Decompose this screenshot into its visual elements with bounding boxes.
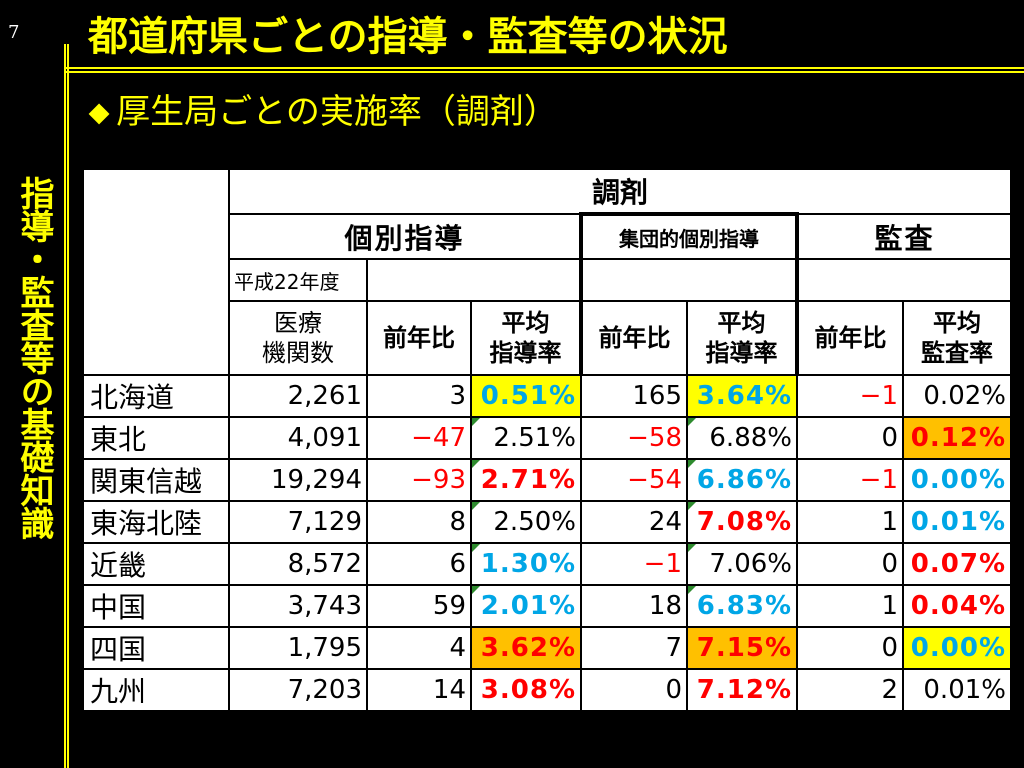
facilities-cell: 2,261: [228, 374, 368, 418]
corner-cell: [82, 168, 230, 376]
shudan-rate-cell: 3.64%: [686, 374, 798, 418]
kansa-yoy-cell: 2: [796, 668, 904, 712]
shudan-rate-cell: 7.15%: [686, 626, 798, 670]
subtitle: ◆ 厚生局ごとの実施率（調剤）: [86, 84, 558, 133]
shudan-rate-cell: 7.12%: [686, 668, 798, 712]
vertical-rule: [64, 44, 69, 768]
kobetsu-rate-cell: 2.71%: [470, 458, 582, 502]
shudan-yoy-cell: 18: [580, 584, 688, 628]
kansa-yoy-cell: 0: [796, 416, 904, 460]
table-row: 東北 4,091 −47 2.51% −58 6.88% 0 0.12%: [82, 416, 1012, 460]
kansa-yoy-cell: 1: [796, 500, 904, 544]
kobetsu-rate-cell: 1.30%: [470, 542, 582, 586]
horizontal-rule: [64, 67, 1024, 73]
kansa-rate-cell: 0.12%: [902, 416, 1012, 460]
region-cell: 東北: [82, 416, 230, 460]
table-row: 関東信越 19,294 −93 2.71% −54 6.86% −1 0.00%: [82, 458, 1012, 502]
col-kobetsu-rate: 平均 指導率: [470, 300, 582, 376]
shudan-yoy-cell: 7: [580, 626, 688, 670]
kansa-rate-cell: 0.00%: [902, 626, 1012, 670]
facilities-cell: 7,203: [228, 668, 368, 712]
facilities-cell: 1,795: [228, 626, 368, 670]
kobetsu-yoy-cell: −47: [366, 416, 472, 460]
table-row: 近畿 8,572 6 1.30% −1 7.06% 0 0.07%: [82, 542, 1012, 586]
region-cell: 四国: [82, 626, 230, 670]
col-kansa-yoy: 前年比: [796, 300, 904, 376]
year-label: 平成22年度: [228, 258, 368, 302]
kansa-rate-cell: 0.00%: [902, 458, 1012, 502]
kobetsu-rate-cell: 0.51%: [470, 374, 582, 418]
kobetsu-yoy-cell: 59: [366, 584, 472, 628]
subtitle-text: 厚生局ごとの実施率（調剤）: [116, 92, 558, 132]
shudan-yoy-cell: 0: [580, 668, 688, 712]
col-shudan-yoy: 前年比: [579, 300, 688, 376]
page-title: 都道府県ごとの指導・監査等の状況: [88, 14, 728, 60]
col-shudan-rate: 平均 指導率: [686, 300, 799, 376]
kobetsu-rate-cell: 2.50%: [470, 500, 582, 544]
shudan-rate-cell: 7.08%: [686, 500, 798, 544]
shudan-rate-cell: 6.88%: [686, 416, 798, 460]
group-header: 調剤: [228, 168, 1012, 215]
shudan-rate-cell: 7.06%: [686, 542, 798, 586]
side-title: 指導・監査等の基礎知識: [14, 176, 54, 539]
blank-header-cell: [796, 258, 1012, 302]
kansa-yoy-cell: 1: [796, 584, 904, 628]
col-kansa-rate: 平均 監査率: [902, 300, 1012, 376]
shudan-yoy-cell: −1: [580, 542, 688, 586]
region-cell: 関東信越: [82, 458, 230, 502]
kansa-yoy-cell: −1: [796, 374, 904, 418]
kobetsu-rate-cell: 2.01%: [470, 584, 582, 628]
section-kansa-header: 監査: [796, 213, 1012, 260]
table-row: 北海道 2,261 3 0.51% 165 3.64% −1 0.02%: [82, 374, 1012, 418]
table-row: 九州 7,203 14 3.08% 0 7.12% 2 0.01%: [82, 668, 1012, 712]
diamond-bullet-icon: ◆: [88, 96, 110, 128]
kobetsu-rate-cell: 3.08%: [470, 668, 582, 712]
kansa-rate-cell: 0.02%: [902, 374, 1012, 418]
kansa-yoy-cell: −1: [796, 458, 904, 502]
region-cell: 北海道: [82, 374, 230, 418]
blank-header-cell: [579, 258, 799, 302]
kansa-yoy-cell: 0: [796, 626, 904, 670]
kobetsu-yoy-cell: 4: [366, 626, 472, 670]
kansa-yoy-cell: 0: [796, 542, 904, 586]
kansa-rate-cell: 0.07%: [902, 542, 1012, 586]
facilities-cell: 3,743: [228, 584, 368, 628]
kobetsu-rate-cell: 2.51%: [470, 416, 582, 460]
facilities-cell: 19,294: [228, 458, 368, 502]
rate-table: 調剤 個別指導 集団的個別指導 監査 平成22年度 医療 機関数 前年比 平均 指導…: [82, 168, 1012, 712]
page-number: 7: [8, 22, 20, 43]
table-row: 中国 3,743 59 2.01% 18 6.83% 1 0.04%: [82, 584, 1012, 628]
kobetsu-yoy-cell: −93: [366, 458, 472, 502]
table-row: 四国 1,795 4 3.62% 7 7.15% 0 0.00%: [82, 626, 1012, 670]
region-cell: 九州: [82, 668, 230, 712]
kobetsu-yoy-cell: 14: [366, 668, 472, 712]
shudan-rate-cell: 6.86%: [686, 458, 798, 502]
kobetsu-yoy-cell: 3: [366, 374, 472, 418]
shudan-yoy-cell: −54: [580, 458, 688, 502]
shudan-rate-cell: 6.83%: [686, 584, 798, 628]
kobetsu-yoy-cell: 6: [366, 542, 472, 586]
blank-header-cell: [366, 258, 582, 302]
region-cell: 東海北陸: [82, 500, 230, 544]
col-facilities: 医療 機関数: [228, 300, 368, 376]
col-kobetsu-yoy: 前年比: [366, 300, 472, 376]
kobetsu-rate-cell: 3.62%: [470, 626, 582, 670]
section-kobetsu-header: 個別指導: [228, 213, 582, 260]
region-cell: 中国: [82, 584, 230, 628]
shudan-yoy-cell: −58: [580, 416, 688, 460]
facilities-cell: 4,091: [228, 416, 368, 460]
shudan-yoy-cell: 24: [580, 500, 688, 544]
facilities-cell: 8,572: [228, 542, 368, 586]
region-cell: 近畿: [82, 542, 230, 586]
kansa-rate-cell: 0.01%: [902, 500, 1012, 544]
section-shudan-header: 集団的個別指導: [579, 212, 799, 260]
kansa-rate-cell: 0.01%: [902, 668, 1012, 712]
facilities-cell: 7,129: [228, 500, 368, 544]
kansa-rate-cell: 0.04%: [902, 584, 1012, 628]
kobetsu-yoy-cell: 8: [366, 500, 472, 544]
table-row: 東海北陸 7,129 8 2.50% 24 7.08% 1 0.01%: [82, 500, 1012, 544]
shudan-yoy-cell: 165: [580, 374, 688, 418]
